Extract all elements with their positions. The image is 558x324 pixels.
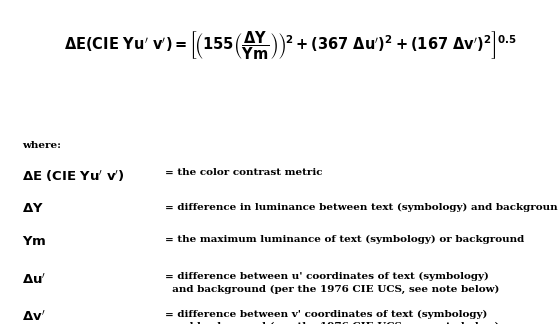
Text: $\mathbf{\Delta E\ (CIE\ Yu'\ v')}$: $\mathbf{\Delta E\ (CIE\ Yu'\ v')}$ xyxy=(22,168,125,184)
Text: = the color contrast metric: = the color contrast metric xyxy=(165,168,322,178)
Text: $\mathbf{\Delta Y}$: $\mathbf{\Delta Y}$ xyxy=(22,202,44,215)
Text: where:: where: xyxy=(22,141,61,150)
Text: = the maximum luminance of text (symbology) or background: = the maximum luminance of text (symbolo… xyxy=(165,235,524,244)
Text: $\mathbf{\Delta v'}$: $\mathbf{\Delta v'}$ xyxy=(22,309,46,324)
Text: $\mathbf{\Delta u'}$: $\mathbf{\Delta u'}$ xyxy=(22,272,46,287)
Text: $\mathbf{\Delta E(CIE\ Yu'\ v') = \left[\!\left(155\left(\dfrac{\Delta Y}{Ym}\ri: $\mathbf{\Delta E(CIE\ Yu'\ v') = \left[… xyxy=(64,29,517,62)
Text: = difference between v' coordinates of text (symbology)
  and background (per th: = difference between v' coordinates of t… xyxy=(165,309,499,324)
Text: = difference in luminance between text (symbology) and background: = difference in luminance between text (… xyxy=(165,202,558,212)
Text: = difference between u' coordinates of text (symbology)
  and background (per th: = difference between u' coordinates of t… xyxy=(165,272,499,294)
Text: $\mathbf{Ym}$: $\mathbf{Ym}$ xyxy=(22,235,47,248)
